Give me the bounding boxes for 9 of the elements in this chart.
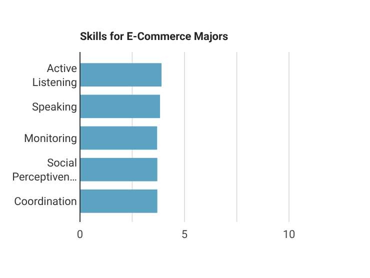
chart-title: Skills for E-Commerce Majors bbox=[80, 30, 229, 43]
y-tick-label: Coordination bbox=[14, 194, 77, 208]
y-tick-label: Active Listening bbox=[32, 61, 78, 88]
y-tick-label: Social Perceptiven… bbox=[12, 156, 77, 184]
x-tick-label: 0 bbox=[76, 228, 84, 241]
x-tick-label: 5 bbox=[181, 228, 188, 241]
y-tick-label: Monitoring bbox=[24, 132, 77, 144]
y-tick-label: Speaking bbox=[32, 100, 77, 113]
x-tick-label: 10 bbox=[282, 228, 296, 241]
